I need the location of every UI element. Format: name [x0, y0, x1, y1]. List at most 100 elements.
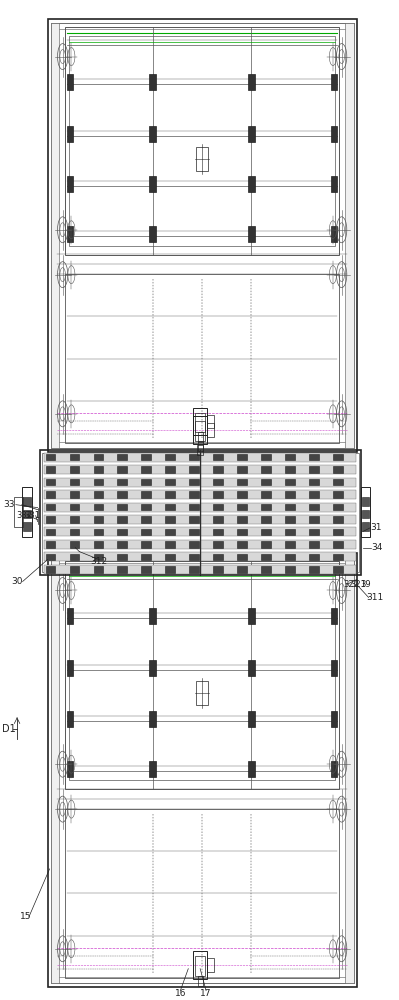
Bar [261, 566, 271, 573]
Bar [309, 466, 319, 473]
Bar [248, 711, 255, 727]
Bar [333, 516, 343, 523]
Circle shape [180, 566, 182, 572]
Bar [40, 450, 361, 575]
Bar [149, 176, 156, 192]
Bar [213, 529, 223, 535]
Bar [261, 504, 271, 510]
Bar [166, 454, 175, 460]
Circle shape [228, 491, 230, 497]
Bar [44, 540, 356, 549]
Circle shape [108, 479, 110, 485]
Bar [44, 527, 356, 536]
Bar [309, 541, 319, 548]
Bar [309, 479, 319, 485]
Bar [285, 454, 295, 460]
Bar [117, 529, 127, 535]
Bar [309, 454, 319, 460]
Circle shape [252, 516, 254, 522]
Circle shape [204, 528, 206, 534]
Circle shape [228, 466, 230, 472]
Circle shape [132, 566, 134, 572]
Bar [117, 566, 127, 573]
Bar [142, 516, 151, 523]
Circle shape [156, 504, 158, 510]
Bar [142, 479, 151, 485]
Circle shape [324, 553, 326, 559]
Circle shape [60, 479, 62, 485]
Bar [190, 541, 199, 548]
Bar [41, 453, 359, 572]
Bar [44, 490, 356, 499]
Circle shape [156, 454, 158, 460]
Circle shape [180, 541, 182, 547]
Bar [190, 454, 199, 460]
Circle shape [108, 528, 110, 534]
Bar [45, 491, 55, 498]
Bar [149, 226, 156, 242]
Bar [213, 516, 223, 523]
Circle shape [324, 566, 326, 572]
Bar [193, 416, 207, 444]
Circle shape [300, 504, 302, 510]
Bar [237, 504, 247, 510]
Circle shape [204, 541, 206, 547]
Bar [45, 479, 55, 485]
Circle shape [276, 553, 278, 559]
Circle shape [228, 479, 230, 485]
Bar [333, 566, 343, 573]
Circle shape [60, 466, 62, 472]
Bar [193, 408, 207, 435]
Bar [51, 23, 354, 448]
Text: 312: 312 [91, 557, 108, 566]
Bar [166, 479, 175, 485]
Circle shape [252, 491, 254, 497]
Circle shape [60, 454, 62, 460]
Bar [69, 529, 79, 535]
Bar [142, 541, 151, 548]
Bar [44, 515, 356, 524]
Bar [117, 541, 127, 548]
Bar [117, 504, 127, 510]
Bar [331, 711, 337, 727]
Bar [166, 491, 175, 498]
Bar [142, 454, 151, 460]
Bar [45, 541, 55, 548]
Bar [190, 529, 199, 535]
Circle shape [60, 504, 62, 510]
Bar [47, 553, 357, 987]
Circle shape [156, 479, 158, 485]
Circle shape [276, 516, 278, 522]
Bar [190, 566, 199, 573]
Circle shape [252, 454, 254, 460]
Circle shape [252, 541, 254, 547]
Circle shape [204, 566, 206, 572]
Circle shape [156, 528, 158, 534]
Circle shape [324, 541, 326, 547]
Bar [166, 516, 175, 523]
Bar [142, 554, 151, 560]
Circle shape [300, 454, 302, 460]
Bar [93, 554, 103, 560]
Bar [213, 566, 223, 573]
Bar [67, 176, 73, 192]
Bar [362, 522, 369, 531]
Bar [166, 566, 175, 573]
Circle shape [324, 491, 326, 497]
Bar [166, 541, 175, 548]
Bar [331, 74, 337, 90]
Bar [361, 487, 370, 537]
Circle shape [276, 466, 278, 472]
Bar [149, 660, 156, 676]
Bar [285, 554, 295, 560]
Bar [51, 23, 59, 448]
Circle shape [252, 553, 254, 559]
Circle shape [252, 479, 254, 485]
Circle shape [228, 516, 230, 522]
Bar [237, 479, 247, 485]
Bar [333, 504, 343, 510]
Bar [213, 454, 223, 460]
Bar [93, 491, 103, 498]
Circle shape [108, 516, 110, 522]
Circle shape [204, 466, 206, 472]
